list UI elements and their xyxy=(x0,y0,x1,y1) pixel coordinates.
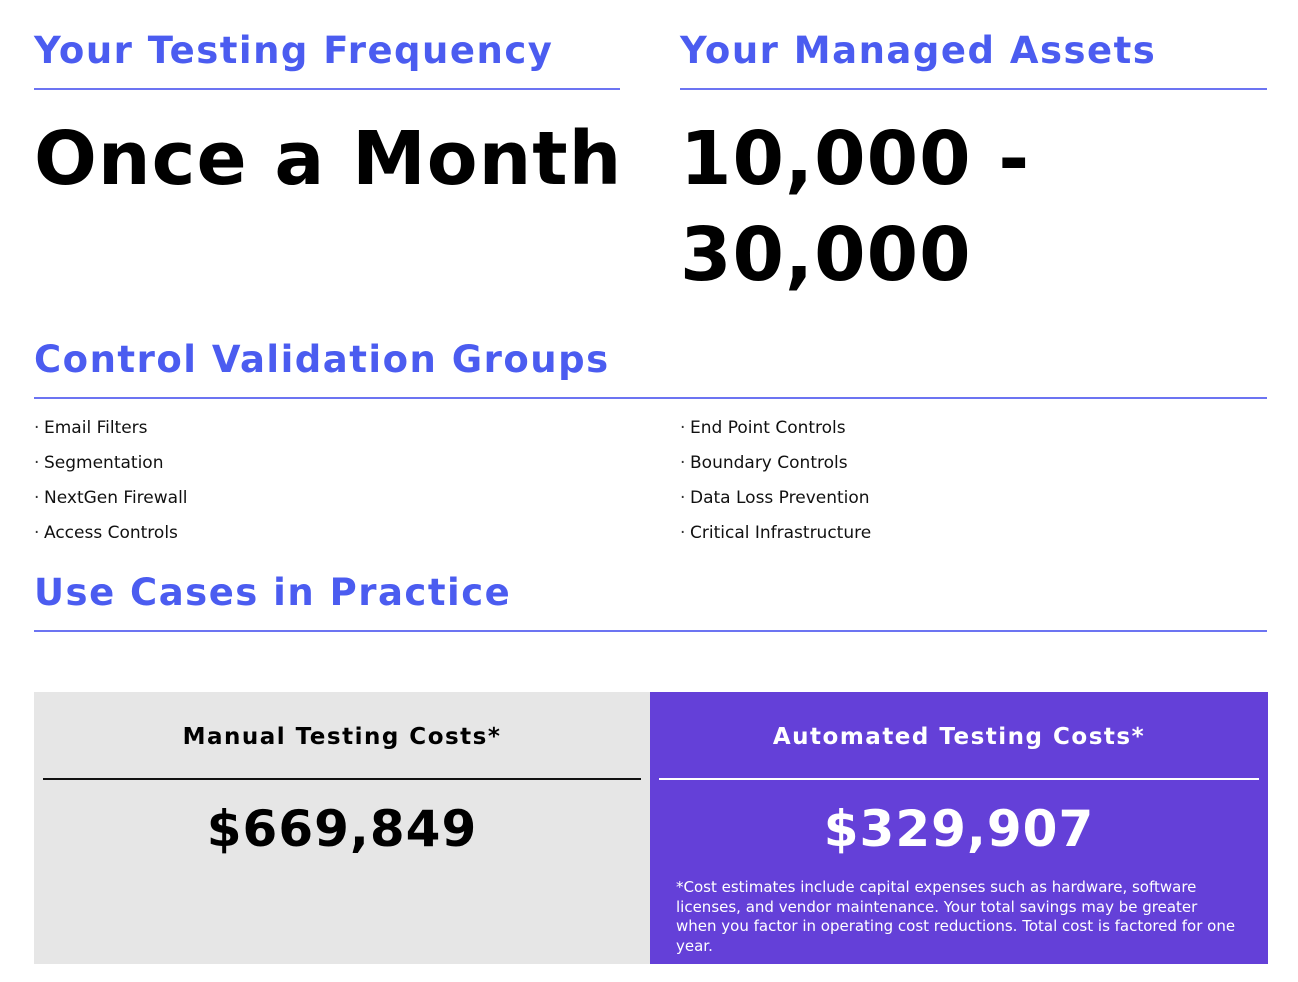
bullet: · xyxy=(680,418,686,438)
manual-costs-amount: $669,849 xyxy=(206,800,478,858)
testing-frequency-value: Once a Month xyxy=(34,116,623,202)
bullet: · xyxy=(34,453,40,473)
control-group-label: Boundary Controls xyxy=(690,453,848,473)
control-validation-divider xyxy=(34,397,1267,399)
control-groups-left-list: · Email Filters · Segmentation · NextGen Fi… xyxy=(34,418,188,558)
control-group-label: End Point Controls xyxy=(690,418,846,438)
control-group-item: · Email Filters xyxy=(34,418,188,453)
automated-costs-amount: $329,907 xyxy=(823,800,1095,858)
control-group-label: NextGen Firewall xyxy=(44,488,188,508)
cost-estimate-footnote: *Cost estimates include capital expenses… xyxy=(676,878,1236,955)
manual-costs-title: Manual Testing Costs* xyxy=(182,724,502,750)
manual-costs-panel: Manual Testing Costs* $669,849 xyxy=(34,692,650,964)
control-group-item: · Data Loss Prevention xyxy=(680,488,871,523)
control-group-item: · Access Controls xyxy=(34,523,188,558)
control-group-item: · End Point Controls xyxy=(680,418,871,453)
control-group-item: · Boundary Controls xyxy=(680,453,871,488)
control-group-label: Critical Infrastructure xyxy=(690,523,872,543)
control-group-label: Segmentation xyxy=(44,453,164,473)
manual-costs-divider xyxy=(43,778,641,780)
use-cases-divider xyxy=(34,630,1267,632)
testing-frequency-heading: Your Testing Frequency xyxy=(34,29,554,72)
automated-costs-title: Automated Testing Costs* xyxy=(772,724,1146,750)
bullet: · xyxy=(680,523,686,543)
managed-assets-heading: Your Managed Assets xyxy=(680,29,1157,72)
control-group-label: Access Controls xyxy=(44,523,178,543)
control-group-label: Data Loss Prevention xyxy=(690,488,870,508)
control-validation-heading: Control Validation Groups xyxy=(34,338,610,381)
control-group-item: · Critical Infrastructure xyxy=(680,523,871,558)
bullet: · xyxy=(34,488,40,508)
bullet: · xyxy=(680,453,686,473)
managed-assets-value-line1: 10,000 - xyxy=(680,116,1031,202)
managed-assets-value-line2: 30,000 xyxy=(680,212,972,298)
managed-assets-divider xyxy=(680,88,1267,90)
automated-costs-panel: Automated Testing Costs* $329,907 *Cost … xyxy=(650,692,1268,964)
bullet: · xyxy=(34,418,40,438)
automated-costs-divider xyxy=(659,778,1259,780)
control-groups-right-list: · End Point Controls · Boundary Controls ·… xyxy=(680,418,871,558)
control-group-item: · Segmentation xyxy=(34,453,188,488)
control-group-label: Email Filters xyxy=(44,418,148,438)
testing-frequency-divider xyxy=(34,88,620,90)
control-group-item: · NextGen Firewall xyxy=(34,488,188,523)
bullet: · xyxy=(34,523,40,543)
bullet: · xyxy=(680,488,686,508)
use-cases-heading: Use Cases in Practice xyxy=(34,571,512,614)
